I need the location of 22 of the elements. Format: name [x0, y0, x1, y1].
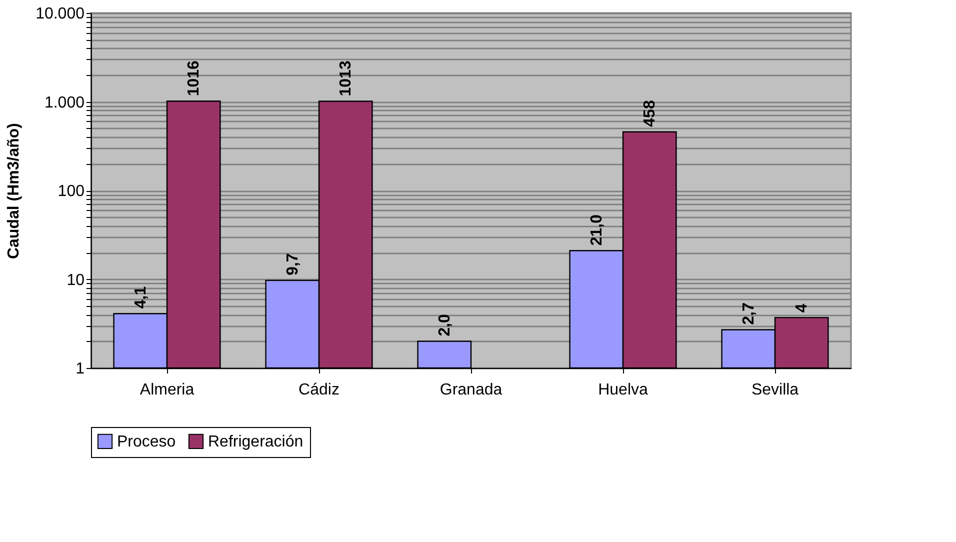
data-label: 2,0 [436, 314, 454, 336]
x-tick-label: Huelva [598, 382, 648, 398]
y-tick-label: 10 [66, 272, 85, 289]
y-tick-label: 100 [58, 183, 85, 200]
data-label: 1016 [186, 60, 203, 96]
x-tick-label: Cádiz [298, 382, 340, 398]
x-tick-label: Sevilla [751, 382, 799, 398]
legend-label: Proceso [117, 433, 176, 450]
data-label: 4 [794, 304, 811, 313]
data-label: 1013 [338, 60, 355, 96]
data-label: 21,0 [588, 214, 606, 246]
data-label: 458 [642, 100, 659, 127]
data-label: 9,7 [284, 253, 302, 276]
legend-label: Refrigeración [208, 433, 304, 450]
y-tick-label: 1.000 [44, 94, 85, 112]
y-tick-label: 10.000 [36, 6, 85, 22]
y-axis-title: Caudal (Hm3/año) [6, 122, 23, 260]
x-tick-label: Almeria [140, 382, 194, 398]
x-tick-label: Granada [440, 382, 502, 398]
data-label: 4,1 [132, 286, 150, 309]
y-tick-label: 1 [76, 360, 85, 378]
data-label: 2,7 [740, 302, 758, 325]
